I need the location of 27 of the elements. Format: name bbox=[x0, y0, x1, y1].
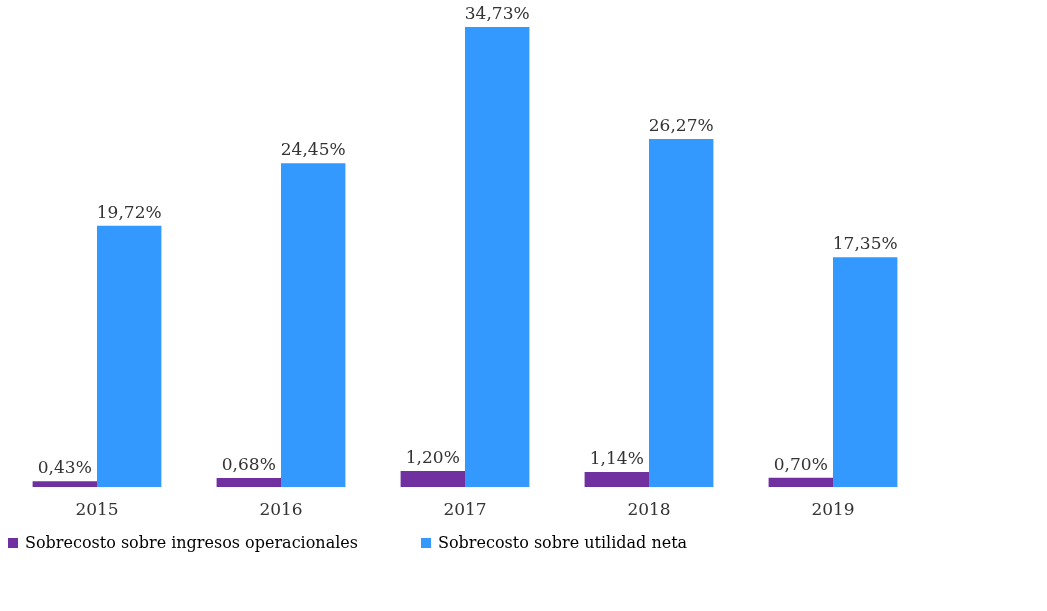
x-tick-label: 2016 bbox=[259, 498, 303, 519]
bar bbox=[833, 257, 898, 487]
bar bbox=[649, 139, 714, 487]
data-label: 0,70% bbox=[773, 453, 828, 474]
bar bbox=[465, 27, 530, 487]
bar bbox=[281, 163, 346, 487]
bar bbox=[97, 225, 162, 487]
x-tick-label: 2018 bbox=[627, 498, 671, 519]
data-label: 0,43% bbox=[37, 457, 92, 478]
legend-label: Sobrecosto sobre utilidad neta bbox=[438, 533, 688, 552]
bar bbox=[400, 471, 465, 487]
bar bbox=[768, 477, 833, 487]
bar bbox=[584, 471, 649, 487]
data-label: 24,45% bbox=[280, 139, 346, 160]
data-label: 17,35% bbox=[832, 233, 898, 254]
data-label: 1,20% bbox=[405, 447, 460, 468]
data-label: 19,72% bbox=[96, 201, 162, 222]
data-label: 1,14% bbox=[589, 447, 644, 468]
bar bbox=[216, 477, 281, 487]
data-label: 34,73% bbox=[464, 3, 530, 23]
x-tick-label: 2019 bbox=[811, 498, 855, 519]
x-tick-label: 2015 bbox=[75, 498, 119, 519]
legend-label: Sobrecosto sobre ingresos operacionales bbox=[25, 533, 358, 552]
data-label: 26,27% bbox=[648, 115, 714, 136]
x-tick-label: 2017 bbox=[443, 498, 487, 519]
data-label: 0,68% bbox=[221, 453, 276, 474]
bar bbox=[32, 481, 97, 487]
